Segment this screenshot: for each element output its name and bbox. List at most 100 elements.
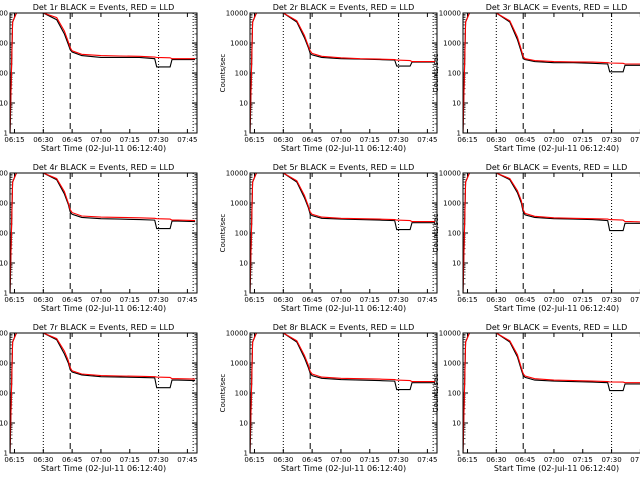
y-tick-label: 1000 xyxy=(0,40,8,48)
y-tick-label: 1 xyxy=(244,130,248,138)
series-line-black xyxy=(250,13,436,133)
x-tick-label: 06:15 xyxy=(457,136,477,144)
y-tick-label: 1000 xyxy=(443,200,461,208)
y-tick-label: 1 xyxy=(457,290,461,298)
y-tick-label: 10000 xyxy=(0,10,8,18)
x-tick-label: 07:45 xyxy=(417,456,437,464)
series-line-black xyxy=(463,173,640,293)
x-axis-label: Start Time (02-Jul-11 06:12:40) xyxy=(281,144,406,153)
chart-title: Det 1r BLACK = Events, RED = LLD xyxy=(33,3,175,12)
x-tick-label: 07:15 xyxy=(120,456,140,464)
x-tick-label: 06:30 xyxy=(486,296,506,304)
chart-panel: Det 8r BLACK = Events, RED = LLD 06:15 06:… xyxy=(219,323,438,473)
chart-title: Det 4r BLACK = Events, RED = LLD xyxy=(33,163,175,172)
y-tick-label: 100 xyxy=(235,390,248,398)
series-line-black xyxy=(10,333,196,453)
x-tick-label: 07:00 xyxy=(544,456,564,464)
x-tick-label: 06:15 xyxy=(4,296,24,304)
series-line-red xyxy=(10,173,196,293)
plot-frame xyxy=(462,332,640,454)
y-tick-label: 10000 xyxy=(0,330,8,338)
series-line-red xyxy=(250,173,436,293)
chart-panel: Det 7r BLACK = Events, RED = LLD 06:15 06:… xyxy=(0,323,198,473)
x-tick-label: 07:30 xyxy=(148,456,168,464)
x-tick-label: 07:15 xyxy=(573,136,593,144)
x-tick-label: 07:45 xyxy=(417,296,437,304)
x-tick-label: 06:45 xyxy=(62,456,82,464)
y-tick-label: 10000 xyxy=(226,10,248,18)
plot-frame xyxy=(462,172,640,294)
chart-title: Det 2r BLACK = Events, RED = LLD xyxy=(273,3,415,12)
y-tick-label: 10000 xyxy=(226,170,248,178)
x-tick-label: 07:00 xyxy=(91,456,111,464)
x-tick-label: 07:45 xyxy=(630,296,640,304)
series-line-red xyxy=(10,13,196,133)
x-tick-label: 07:00 xyxy=(91,296,111,304)
x-tick-label: 06:30 xyxy=(486,136,506,144)
x-tick-label: 06:30 xyxy=(273,296,293,304)
chart-panel: Det 5r BLACK = Events, RED = LLD 06:15 06:… xyxy=(219,163,438,313)
y-tick-label: 100 xyxy=(235,230,248,238)
x-tick-label: 06:30 xyxy=(33,136,53,144)
x-tick-label: 07:00 xyxy=(544,296,564,304)
series-line-black xyxy=(10,13,196,133)
chart-title: Det 7r BLACK = Events, RED = LLD xyxy=(33,323,175,332)
x-tick-label: 07:30 xyxy=(601,296,621,304)
plot-frame xyxy=(462,12,640,134)
chart-panel: Det 3r BLACK = Events, RED = LLD 06:15 06:… xyxy=(432,3,640,153)
chart-panel: Det 4r BLACK = Events, RED = LLD 06:15 06:… xyxy=(0,163,198,313)
x-tick-label: 06:15 xyxy=(4,456,24,464)
y-tick-label: 1 xyxy=(457,130,461,138)
x-tick-label: 06:30 xyxy=(33,456,53,464)
chart-panel: Det 2r BLACK = Events, RED = LLD 06:15 06:… xyxy=(219,3,438,153)
x-tick-label: 07:30 xyxy=(388,136,408,144)
y-tick-label: 10000 xyxy=(439,10,461,18)
x-axis-label: Start Time (02-Jul-11 06:12:40) xyxy=(494,144,619,153)
y-axis-label: Counts/sec xyxy=(219,54,227,93)
y-tick-label: 10 xyxy=(452,100,461,108)
x-tick-label: 06:30 xyxy=(33,296,53,304)
x-tick-label: 07:00 xyxy=(91,136,111,144)
x-tick-label: 07:00 xyxy=(331,456,351,464)
chart-panel: Det 9r BLACK = Events, RED = LLD 06:15 06:… xyxy=(432,323,640,473)
x-tick-label: 07:15 xyxy=(573,296,593,304)
y-tick-label: 1 xyxy=(244,290,248,298)
y-tick-label: 1 xyxy=(4,450,8,458)
x-tick-label: 06:15 xyxy=(244,296,264,304)
plot-frame xyxy=(9,172,198,294)
y-tick-label: 10 xyxy=(239,260,248,268)
y-tick-label: 1000 xyxy=(443,360,461,368)
x-axis-label: Start Time (02-Jul-11 06:12:40) xyxy=(494,304,619,313)
x-tick-label: 07:45 xyxy=(630,136,640,144)
chart-title: Det 3r BLACK = Events, RED = LLD xyxy=(486,3,628,12)
y-tick-label: 100 xyxy=(448,390,461,398)
x-tick-label: 07:45 xyxy=(417,136,437,144)
x-tick-label: 07:30 xyxy=(601,456,621,464)
series-line-red xyxy=(250,13,436,133)
y-tick-label: 1 xyxy=(4,290,8,298)
x-axis-label: Start Time (02-Jul-11 06:12:40) xyxy=(494,464,619,473)
series-line-black xyxy=(10,173,196,293)
x-tick-label: 07:15 xyxy=(360,456,380,464)
y-tick-label: 10 xyxy=(452,260,461,268)
x-tick-label: 06:15 xyxy=(4,136,24,144)
x-tick-label: 06:15 xyxy=(244,456,264,464)
x-tick-label: 07:00 xyxy=(544,136,564,144)
x-tick-label: 07:45 xyxy=(630,456,640,464)
chart-title: Det 9r BLACK = Events, RED = LLD xyxy=(486,323,628,332)
x-tick-label: 06:45 xyxy=(302,456,322,464)
x-tick-label: 06:15 xyxy=(457,296,477,304)
series-line-red xyxy=(463,13,640,133)
plot-frame xyxy=(249,172,438,294)
x-tick-label: 06:30 xyxy=(273,456,293,464)
series-line-black xyxy=(463,13,640,133)
y-axis-label: Counts/sec xyxy=(432,214,440,253)
x-tick-label: 06:30 xyxy=(273,136,293,144)
x-tick-label: 07:15 xyxy=(120,136,140,144)
y-tick-label: 1 xyxy=(4,130,8,138)
x-axis-label: Start Time (02-Jul-11 06:12:40) xyxy=(281,464,406,473)
x-tick-label: 07:15 xyxy=(360,136,380,144)
x-tick-label: 07:00 xyxy=(331,296,351,304)
y-tick-label: 100 xyxy=(0,230,8,238)
